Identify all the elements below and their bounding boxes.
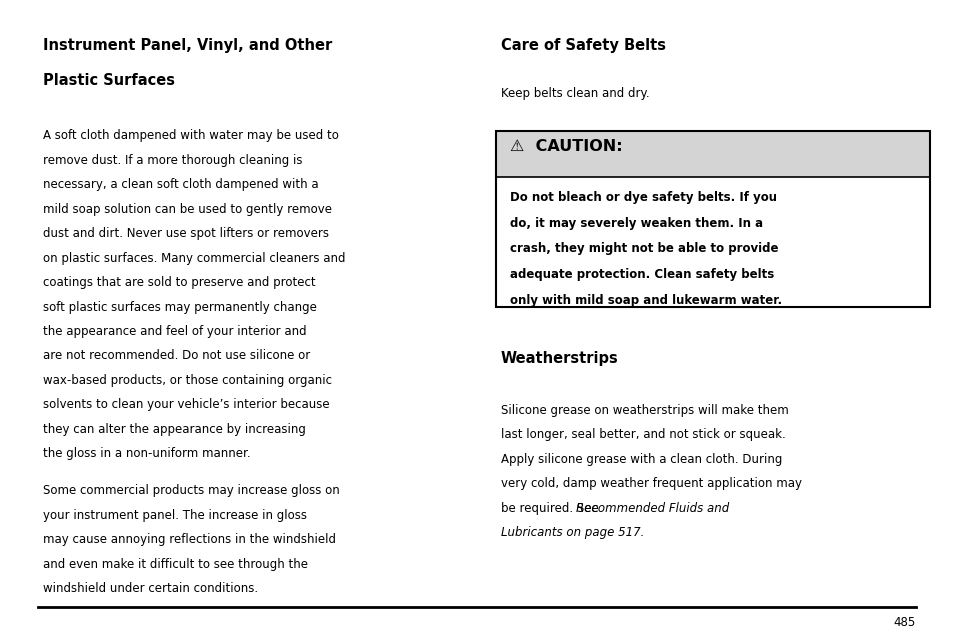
Text: Some commercial products may increase gloss on: Some commercial products may increase gl… — [43, 484, 339, 497]
FancyBboxPatch shape — [496, 177, 929, 307]
Text: Plastic Surfaces: Plastic Surfaces — [43, 73, 174, 88]
Text: and even make it difficult to see through the: and even make it difficult to see throug… — [43, 558, 308, 570]
Text: mild soap solution can be used to gently remove: mild soap solution can be used to gently… — [43, 202, 332, 216]
Text: Instrument Panel, Vinyl, and Other: Instrument Panel, Vinyl, and Other — [43, 38, 332, 53]
Text: Recommended Fluids and: Recommended Fluids and — [576, 502, 729, 515]
Text: Keep belts clean and dry.: Keep belts clean and dry. — [500, 87, 649, 100]
Text: coatings that are sold to preserve and protect: coatings that are sold to preserve and p… — [43, 276, 315, 289]
Text: ⚠  CAUTION:: ⚠ CAUTION: — [510, 139, 622, 154]
Text: only with mild soap and lukewarm water.: only with mild soap and lukewarm water. — [510, 294, 781, 307]
Text: your instrument panel. The increase in gloss: your instrument panel. The increase in g… — [43, 509, 307, 522]
Text: Weatherstrips: Weatherstrips — [500, 352, 618, 366]
Text: crash, they might not be able to provide: crash, they might not be able to provide — [510, 242, 778, 256]
Text: Lubricants on page 517.: Lubricants on page 517. — [500, 527, 643, 539]
Text: 485: 485 — [893, 616, 915, 628]
Text: necessary, a clean soft cloth dampened with a: necessary, a clean soft cloth dampened w… — [43, 178, 318, 191]
Text: soft plastic surfaces may permanently change: soft plastic surfaces may permanently ch… — [43, 300, 316, 314]
Text: windshield under certain conditions.: windshield under certain conditions. — [43, 582, 257, 595]
Text: be required. See: be required. See — [500, 502, 601, 515]
Text: very cold, damp weather frequent application may: very cold, damp weather frequent applica… — [500, 478, 801, 490]
Text: last longer, seal better, and not stick or squeak.: last longer, seal better, and not stick … — [500, 429, 784, 441]
Text: Do not bleach or dye safety belts. If you: Do not bleach or dye safety belts. If yo… — [510, 191, 777, 204]
Text: the gloss in a non-uniform manner.: the gloss in a non-uniform manner. — [43, 447, 251, 460]
Text: A soft cloth dampened with water may be used to: A soft cloth dampened with water may be … — [43, 129, 338, 142]
Text: Apply silicone grease with a clean cloth. During: Apply silicone grease with a clean cloth… — [500, 453, 781, 466]
Text: remove dust. If a more thorough cleaning is: remove dust. If a more thorough cleaning… — [43, 154, 302, 167]
Text: on plastic surfaces. Many commercial cleaners and: on plastic surfaces. Many commercial cle… — [43, 251, 345, 265]
Text: are not recommended. Do not use silicone or: are not recommended. Do not use silicone… — [43, 349, 310, 363]
Text: Care of Safety Belts: Care of Safety Belts — [500, 38, 665, 53]
Text: do, it may severely weaken them. In a: do, it may severely weaken them. In a — [510, 217, 762, 230]
Text: dust and dirt. Never use spot lifters or removers: dust and dirt. Never use spot lifters or… — [43, 227, 329, 240]
Text: solvents to clean your vehicle’s interior because: solvents to clean your vehicle’s interio… — [43, 398, 329, 411]
Text: they can alter the appearance by increasing: they can alter the appearance by increas… — [43, 423, 306, 436]
Text: Silicone grease on weatherstrips will make them: Silicone grease on weatherstrips will ma… — [500, 404, 788, 417]
Text: adequate protection. Clean safety belts: adequate protection. Clean safety belts — [510, 268, 774, 281]
Text: may cause annoying reflections in the windshield: may cause annoying reflections in the wi… — [43, 533, 335, 546]
Text: wax-based products, or those containing organic: wax-based products, or those containing … — [43, 374, 332, 387]
FancyBboxPatch shape — [496, 131, 929, 177]
Text: the appearance and feel of your interior and: the appearance and feel of your interior… — [43, 325, 306, 338]
